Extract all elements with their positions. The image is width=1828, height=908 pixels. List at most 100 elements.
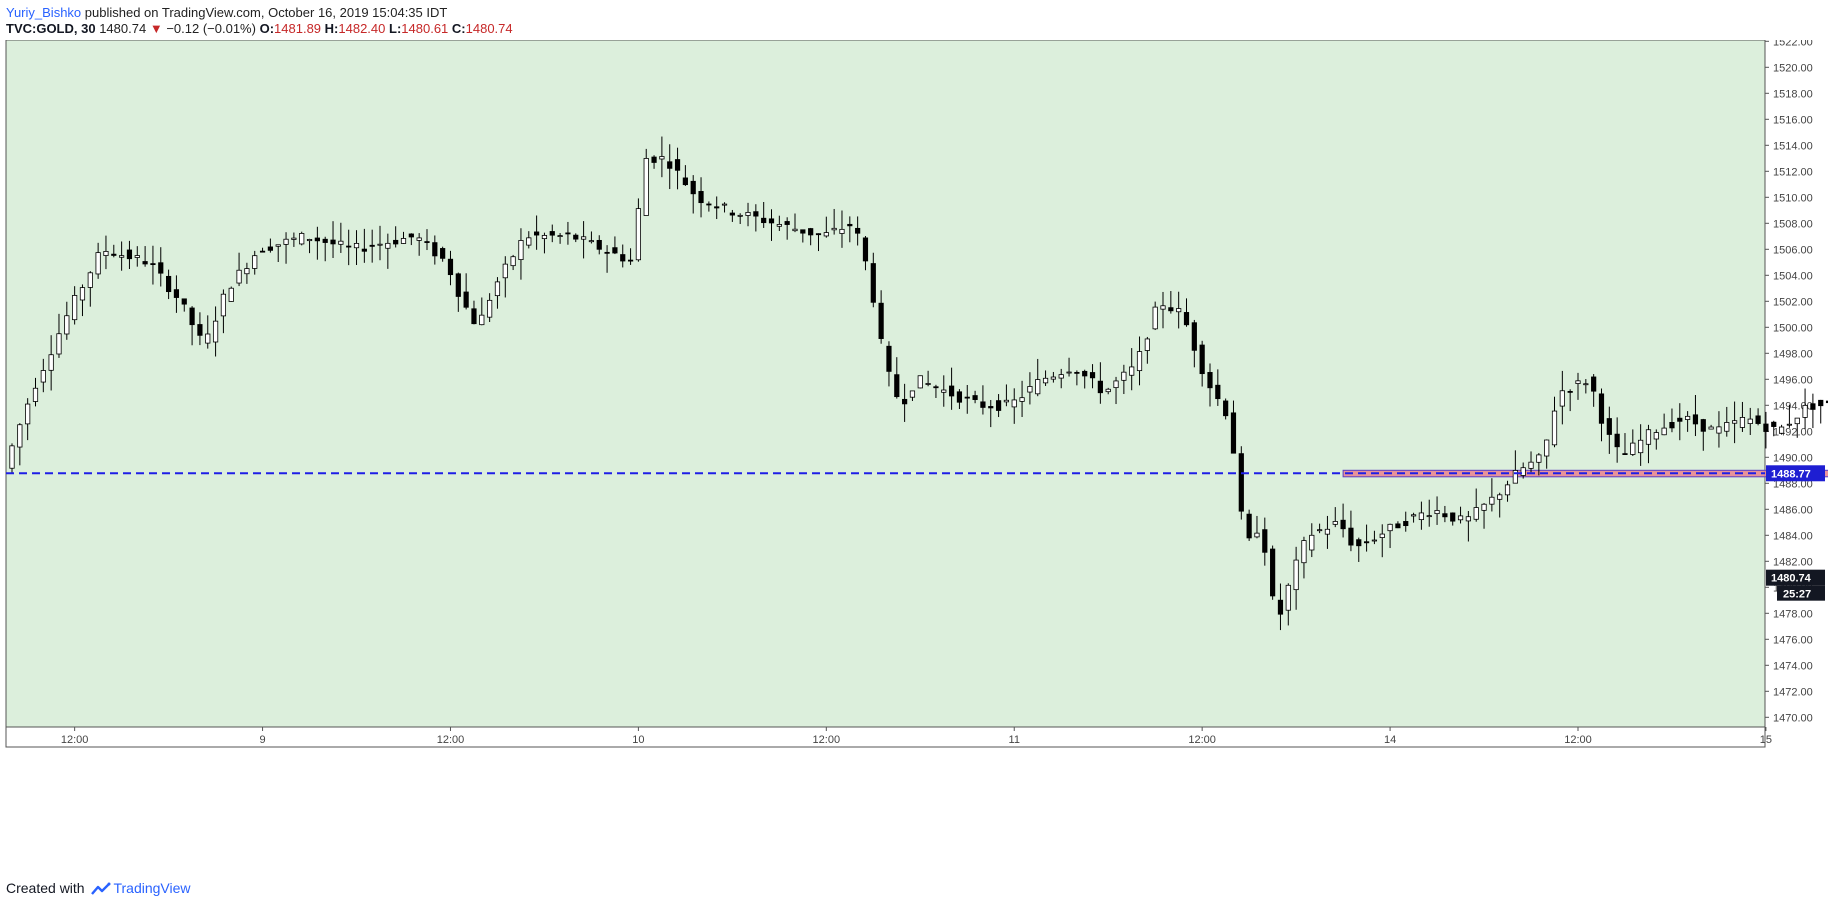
candle-body [1504, 484, 1511, 496]
tradingview-link[interactable]: TradingView [113, 880, 191, 896]
candle-body [549, 231, 555, 236]
candle-body [228, 287, 234, 302]
candle-body [635, 208, 642, 261]
price-axis[interactable] [1765, 40, 1828, 727]
candle-body [1473, 507, 1479, 520]
candle-body [941, 389, 947, 393]
candle-body [1630, 442, 1636, 455]
y-tick-label: 1520.00 [1773, 62, 1813, 74]
candle-body [894, 374, 900, 398]
candle-body [189, 307, 195, 326]
candle-body [1207, 372, 1213, 389]
candle-body [792, 228, 798, 232]
candle-body [1598, 393, 1605, 424]
candle-body [698, 191, 704, 204]
y-tick-label: 1488.00 [1773, 478, 1813, 490]
candle-body [64, 315, 70, 335]
candle-body [1661, 427, 1667, 436]
y-tick-label: 1470.00 [1773, 712, 1813, 724]
candle-body [784, 221, 790, 225]
created-with-text: Created with [6, 880, 85, 896]
candle-body [580, 236, 587, 240]
candle-body [1771, 421, 1777, 427]
candle-body [1168, 307, 1174, 312]
candle-body [909, 390, 916, 398]
candle-body [377, 243, 383, 246]
y-tick-label: 1516.00 [1773, 114, 1813, 126]
candle-body [956, 391, 963, 403]
candle-body [17, 424, 23, 448]
candle-body [158, 262, 164, 274]
candle-body [205, 333, 211, 344]
candle-body [275, 244, 281, 247]
candle-body [1301, 540, 1307, 564]
countdown-badge [1777, 585, 1825, 601]
candle-body [471, 308, 477, 325]
candle-body [1136, 351, 1143, 372]
candle-body [729, 212, 735, 216]
candle-body [1551, 410, 1558, 446]
candle-body [252, 255, 258, 269]
candle-body [353, 242, 360, 249]
y-tick-label: 1482.00 [1773, 556, 1813, 568]
candle-body [682, 177, 688, 186]
candle-body [1747, 418, 1753, 424]
candle-body [72, 295, 78, 321]
candle-body [988, 406, 994, 409]
candle-body [1559, 390, 1565, 407]
x-tick-label: 12:00 [813, 734, 841, 746]
candle-body [925, 383, 931, 385]
y-tick-label: 1502.00 [1773, 296, 1813, 308]
x-tick-label: 9 [259, 734, 265, 746]
candle-body [103, 251, 109, 256]
candle-body [1638, 439, 1644, 454]
candle-body [56, 333, 62, 355]
candle-body [1669, 422, 1675, 429]
candle-body [1293, 559, 1299, 591]
close-label: C: [451, 21, 466, 36]
candle-body [1371, 539, 1378, 542]
close-value: 1480.74 [465, 21, 513, 36]
candle-body [197, 324, 203, 336]
candle-body [1097, 380, 1103, 394]
candle-body [1183, 312, 1190, 326]
candle-body [815, 233, 822, 236]
published-text: published on TradingView.com, October 16… [81, 5, 448, 20]
hline-price-label: 1488.77 [1771, 468, 1811, 480]
x-tick-label: 12:00 [1188, 734, 1216, 746]
candle-body [1348, 527, 1354, 546]
open-label: O: [259, 21, 275, 36]
candle-body [1277, 599, 1284, 615]
symbol-label[interactable]: TVC:GOLD, 30 [6, 21, 96, 36]
candle-body [361, 248, 367, 252]
candle-body [980, 401, 986, 408]
last-price-badge [1766, 569, 1825, 586]
candle-body [588, 240, 595, 243]
candle-body [393, 239, 399, 245]
candle-body [1536, 454, 1542, 463]
hline-price-badge [1766, 465, 1825, 482]
candle-body [690, 180, 696, 195]
candle-body [1465, 516, 1471, 522]
candle-body [627, 259, 634, 262]
candle-body [9, 445, 15, 469]
candle-body [573, 234, 579, 240]
candle-body [1763, 423, 1769, 432]
candle-body [1238, 453, 1244, 512]
price-chart[interactable]: 1522.00 1520.00 1518.00 1516.00 1514.00 1512.… [0, 40, 1828, 872]
y-tick-label: 1486.00 [1773, 504, 1813, 516]
plot-area[interactable] [5, 40, 1766, 728]
candle-body [432, 242, 438, 257]
candle-body [165, 275, 172, 293]
time-axis[interactable] [5, 726, 1766, 748]
candle-body [494, 281, 501, 297]
author-link[interactable]: Yuriy_Bishko [6, 5, 82, 20]
candle-body [768, 218, 775, 224]
candle-body [1105, 388, 1111, 393]
candle-body [776, 224, 782, 227]
candle-body [314, 237, 320, 242]
candle-body [1692, 414, 1699, 425]
y-tick-label: 1504.00 [1773, 270, 1813, 282]
candle-body [972, 395, 978, 400]
candle-body [1645, 429, 1652, 445]
